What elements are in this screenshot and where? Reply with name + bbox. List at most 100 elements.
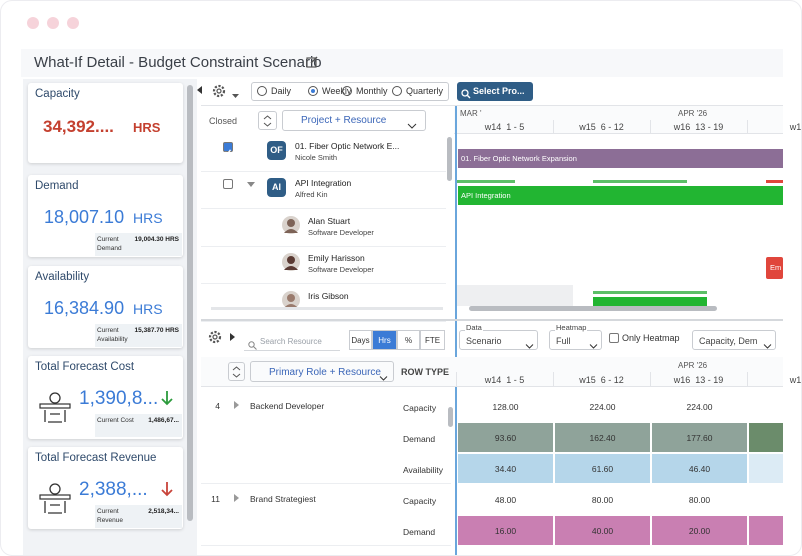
week-divider bbox=[553, 120, 554, 134]
group-by-dropdown[interactable]: Primary Role + Resource bbox=[250, 361, 394, 382]
cell-value: 16.00 bbox=[494, 526, 517, 536]
week-divider bbox=[650, 372, 651, 387]
sort-toggle[interactable] bbox=[228, 362, 245, 381]
week-divider bbox=[456, 372, 457, 387]
expand-arrow[interactable] bbox=[247, 182, 255, 187]
avatar bbox=[282, 253, 300, 271]
kpi-sub-value: 1,486,67... bbox=[148, 417, 179, 424]
cell-value: 61.60 bbox=[591, 464, 614, 474]
role-name[interactable]: Brand Strategiest bbox=[250, 494, 316, 504]
row-name[interactable]: 01. Fiber Optic Network E... bbox=[295, 141, 400, 151]
only-heatmap-checkbox[interactable] bbox=[609, 333, 619, 343]
bottom-header bbox=[201, 357, 783, 387]
expand-arrow[interactable] bbox=[230, 333, 235, 341]
heatmap-cell: 80.00 bbox=[555, 485, 650, 514]
dropdown-label: Data bbox=[465, 323, 483, 332]
expand-arrow[interactable] bbox=[234, 494, 239, 502]
role-name[interactable]: Backend Developer bbox=[250, 401, 325, 411]
top-list-scroll-thumb[interactable] bbox=[447, 137, 452, 181]
unit-label: % bbox=[404, 336, 413, 345]
settings-caret[interactable] bbox=[231, 87, 240, 98]
edit-icon[interactable] bbox=[305, 55, 319, 69]
bottom-list-scroll-thumb[interactable] bbox=[448, 407, 453, 427]
sort-toggle[interactable] bbox=[258, 111, 277, 130]
kpi-unit: HRS bbox=[133, 301, 163, 317]
gantt-bar[interactable]: Em bbox=[766, 257, 783, 279]
kpi-sub-label: Current Demand bbox=[97, 236, 122, 252]
row-subtitle: Nicole Smith bbox=[295, 153, 338, 162]
dropdown-caret bbox=[379, 369, 388, 381]
dropdown[interactable]: Full bbox=[549, 330, 602, 350]
row-checkbox[interactable] bbox=[223, 142, 233, 156]
view-radio[interactable] bbox=[392, 86, 402, 96]
unit-label: FTE bbox=[424, 336, 441, 345]
heatmap-cell: 61.60 bbox=[555, 454, 650, 483]
heatmap-cell: 128.00 bbox=[458, 392, 553, 421]
badge-text: OF bbox=[270, 145, 283, 155]
group-by-label: Project + Resource bbox=[301, 115, 387, 126]
settings-button[interactable] bbox=[207, 329, 223, 345]
group-by-label: Primary Role + Resource bbox=[269, 367, 381, 378]
view-label[interactable]: Monthly bbox=[356, 86, 388, 96]
collapse-arrow[interactable] bbox=[197, 86, 202, 94]
heatmap-cell: 224.00 bbox=[652, 392, 747, 421]
row-type: Capacity bbox=[403, 496, 437, 506]
view-radio[interactable] bbox=[342, 86, 352, 96]
view-label[interactable]: Weekly bbox=[322, 86, 352, 96]
search-icon bbox=[248, 337, 257, 350]
heatmap-cell bbox=[749, 516, 783, 545]
kpi-card: Demand 18,007.10 HRS Current Demand 19,004.3… bbox=[28, 175, 183, 257]
kpi-value: 18,007.10 bbox=[44, 207, 125, 227]
row-name[interactable]: Iris Gibson bbox=[308, 291, 349, 301]
unit-toggle[interactable]: % bbox=[397, 330, 420, 350]
row-type: Demand bbox=[403, 434, 436, 444]
cell-value: 20.00 bbox=[688, 526, 711, 536]
view-label[interactable]: Quarterly bbox=[406, 86, 444, 96]
view-group bbox=[251, 82, 449, 101]
view-radio[interactable] bbox=[308, 86, 318, 96]
cell-value: 48.00 bbox=[494, 495, 517, 505]
search-icon bbox=[461, 86, 471, 99]
dropdown[interactable]: Capacity, Dem bbox=[692, 330, 776, 350]
view-label[interactable]: Daily bbox=[271, 86, 292, 96]
kpi-sub-label: Current Availability bbox=[97, 327, 128, 343]
cell-value: 177.60 bbox=[686, 433, 713, 443]
kpi-icon bbox=[36, 477, 74, 517]
timeline-header bbox=[454, 106, 783, 134]
select-project-button[interactable]: Select Pro... bbox=[457, 82, 533, 101]
check-mark bbox=[224, 143, 232, 156]
heatmap-cell: 46.40 bbox=[652, 454, 747, 483]
unit-toggle[interactable]: FTE bbox=[420, 330, 445, 350]
unit-toggle[interactable]: Days bbox=[349, 330, 372, 350]
gantt-bar[interactable] bbox=[458, 186, 783, 205]
row-name[interactable]: Alan Stuart bbox=[308, 216, 351, 226]
h-scroll-thumb[interactable] bbox=[469, 306, 717, 311]
project-badge: OF bbox=[267, 141, 286, 160]
gantt-bar[interactable] bbox=[458, 149, 783, 168]
group-by-dropdown[interactable]: Project + Resource bbox=[282, 110, 426, 131]
kpi-card: Total Forecast Revenue 2,388,... Current R… bbox=[28, 447, 183, 529]
gantt-bar[interactable] bbox=[593, 297, 707, 307]
splitter[interactable] bbox=[201, 319, 783, 321]
kpi-value: 2,388,... bbox=[79, 479, 148, 500]
expand-arrow[interactable] bbox=[234, 401, 239, 409]
search-input[interactable]: Search Resource bbox=[260, 337, 322, 346]
kpi-scroll-thumb[interactable] bbox=[187, 85, 193, 521]
row-name[interactable]: Emily Harisson bbox=[308, 253, 365, 263]
cell-value: 80.00 bbox=[688, 495, 711, 505]
only-heatmap-label[interactable]: Only Heatmap bbox=[622, 333, 680, 343]
kpi-value: 16,384.90 bbox=[44, 298, 125, 318]
kpi-title: Total Forecast Cost bbox=[35, 361, 135, 373]
view-radio[interactable] bbox=[257, 86, 267, 96]
kpi-sub-label: Current Cost bbox=[97, 417, 134, 424]
row-name[interactable]: API Integration bbox=[295, 178, 352, 188]
group-border bbox=[201, 545, 451, 546]
dropdown[interactable]: Scenario bbox=[459, 330, 538, 350]
row-checkbox[interactable] bbox=[223, 179, 233, 189]
heatmap-cell: 177.60 bbox=[652, 423, 747, 452]
cell-value: 46.40 bbox=[688, 464, 711, 474]
settings-button[interactable] bbox=[211, 83, 227, 99]
unit-toggle[interactable]: Hrs bbox=[372, 330, 397, 350]
cell-value: 224.00 bbox=[589, 402, 616, 412]
